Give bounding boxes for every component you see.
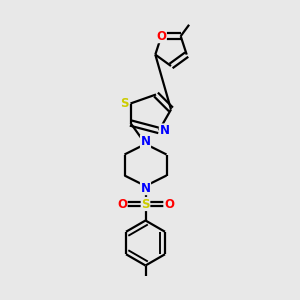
Text: S: S [141,197,150,211]
Text: N: N [140,135,151,148]
Text: N: N [159,124,170,137]
Text: N: N [140,182,151,195]
Text: O: O [164,197,174,211]
Text: S: S [120,97,128,110]
Text: O: O [156,30,166,43]
Text: O: O [117,197,127,211]
